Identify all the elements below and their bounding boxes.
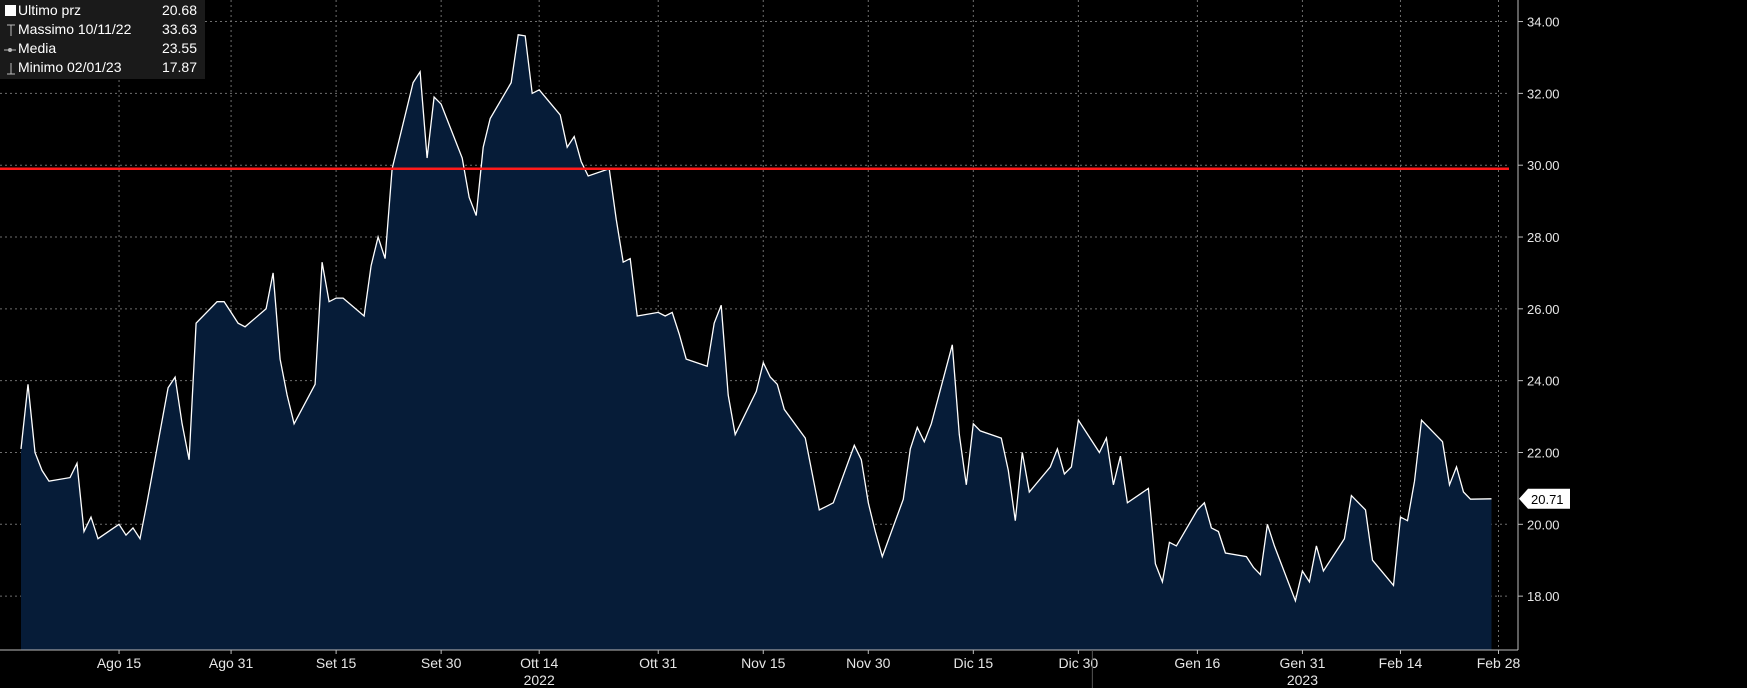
low-marker-icon: [4, 61, 16, 75]
x-tick-label: Feb 28: [1477, 655, 1521, 671]
x-tick-label: Set 15: [316, 655, 357, 671]
average-marker-icon: [4, 42, 16, 55]
last-value-tag-label: 20.71: [1531, 492, 1564, 507]
x-tick-label: Dic 15: [953, 655, 993, 671]
legend-label: Minimo 02/01/23: [18, 59, 122, 75]
x-tick-label: Ago 15: [97, 655, 142, 671]
y-tick-label: 26.00: [1527, 302, 1560, 317]
legend-label: Massimo 10/11/22: [18, 21, 132, 37]
y-tick-label: 32.00: [1527, 86, 1560, 101]
x-tick-label: Gen 16: [1174, 655, 1220, 671]
legend-label: Media: [18, 40, 57, 56]
legend-item-low: Minimo 02/01/23 17.87: [0, 58, 205, 77]
y-axis: 18.00 20.00 22.00 24.00 26.00 28.00 30.00 32.00…: [1517, 0, 1560, 650]
high-marker-icon: [4, 23, 16, 36]
last-value-tag: 20.71: [1519, 488, 1570, 509]
year-label: 2022: [524, 672, 555, 688]
legend: Ultimo prz 20.68 Massimo 10/11/22 33.63 …: [0, 0, 205, 79]
year-label: 2023: [1287, 672, 1318, 688]
y-tick-label: 30.00: [1527, 158, 1560, 173]
price-area: [21, 34, 1492, 651]
x-tick-label: Ott 31: [639, 655, 677, 671]
y-tick-label: 18.00: [1527, 589, 1560, 604]
last-value-tag-shape: [1519, 488, 1570, 509]
legend-value: 20.68: [161, 2, 197, 18]
legend-item-average: Media 23.55: [0, 39, 205, 58]
x-tick-label: Nov 30: [846, 655, 891, 671]
x-tick-label: Feb 14: [1379, 655, 1423, 671]
y-tick-label: 20.00: [1527, 517, 1560, 532]
y-tick-label: 24.00: [1527, 374, 1560, 389]
x-tick-label: Ott 14: [520, 655, 558, 671]
y-tick-label: 28.00: [1527, 230, 1560, 245]
x-tick-label: Ago 31: [209, 655, 254, 671]
y-tick-label: 22.00: [1527, 445, 1560, 460]
x-tick-label: Set 30: [421, 655, 462, 671]
legend-label: Ultimo prz: [18, 2, 82, 18]
legend-value: 33.63: [161, 21, 197, 37]
legend-value: 23.55: [161, 40, 197, 56]
x-axis: Ago 15 Ago 31 Set 15 Set 30 Ott 14 Ott 31 Nov …: [0, 649, 1521, 688]
legend-item-high: Massimo 10/11/22 33.63: [0, 20, 205, 39]
box-icon: [5, 5, 16, 16]
legend-item-last: Ultimo prz 20.68: [0, 1, 205, 20]
x-tick-label: Dic 30: [1059, 655, 1099, 671]
x-tick-label: Nov 15: [741, 655, 786, 671]
price-line: [20, 34, 1492, 604]
legend-value: 17.87: [161, 59, 197, 75]
y-tick-label: 34.00: [1527, 15, 1560, 30]
x-tick-label: Gen 31: [1279, 655, 1325, 671]
